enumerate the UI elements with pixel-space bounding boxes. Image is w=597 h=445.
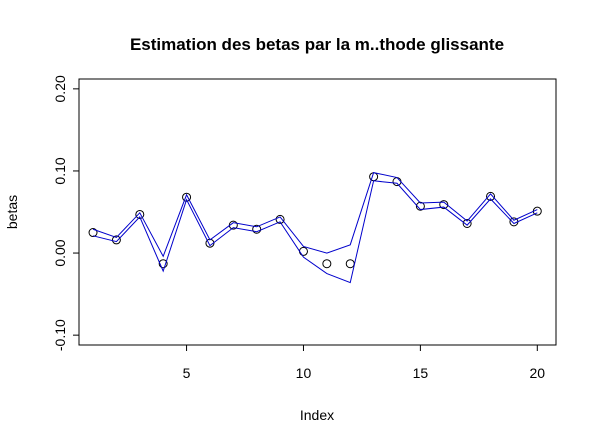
y-tick-label: 0.20 bbox=[52, 75, 68, 102]
data-point bbox=[392, 177, 402, 187]
data-point bbox=[252, 224, 262, 234]
series-layer bbox=[88, 172, 542, 284]
data-point bbox=[439, 200, 449, 210]
series-line-2 bbox=[92, 180, 538, 284]
data-point bbox=[486, 191, 496, 201]
data-point bbox=[345, 259, 355, 269]
data-point bbox=[135, 209, 145, 219]
data-point bbox=[462, 218, 472, 228]
y-tick-label: 0.00 bbox=[52, 239, 68, 266]
x-tick-label: 15 bbox=[413, 365, 429, 381]
x-tick-label: 20 bbox=[530, 365, 546, 381]
data-point bbox=[111, 235, 121, 245]
y-axis: -0.10 0.00 0.10 0.20 bbox=[52, 75, 80, 351]
chart-title: Estimation des betas par la m..thode gli… bbox=[130, 35, 504, 54]
y-tick-label: 0.10 bbox=[52, 157, 68, 184]
x-tick-label: 5 bbox=[183, 365, 191, 381]
y-axis-label: betas bbox=[4, 195, 20, 229]
data-point bbox=[158, 259, 168, 269]
series-line-1 bbox=[92, 172, 538, 258]
plot-frame bbox=[78, 78, 557, 346]
data-point bbox=[322, 259, 332, 269]
data-point bbox=[88, 228, 98, 238]
x-axis: 5 10 15 20 bbox=[183, 344, 546, 381]
y-tick-label: -0.10 bbox=[52, 319, 68, 351]
x-axis-label: Index bbox=[300, 407, 334, 423]
x-tick-label: 10 bbox=[296, 365, 312, 381]
data-point bbox=[275, 214, 285, 224]
data-point bbox=[298, 246, 308, 256]
